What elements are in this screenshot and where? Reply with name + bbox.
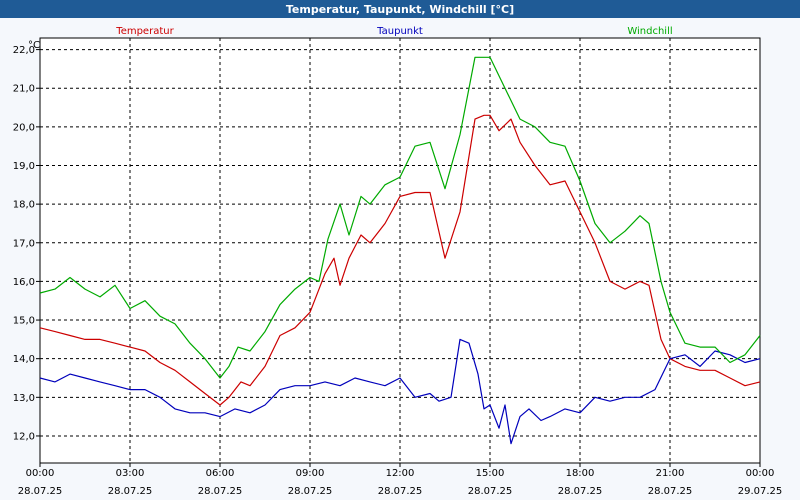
x-tick-time: 18:00 xyxy=(566,468,595,479)
y-tick-label: 20,0 xyxy=(13,122,35,133)
series-line-windchill xyxy=(39,56,761,379)
y-tick-label: 18,0 xyxy=(13,200,35,211)
x-tick-date: 28.07.25 xyxy=(108,486,153,497)
legend-temperatur: Temperatur xyxy=(115,26,174,37)
x-tick-date: 28.07.25 xyxy=(288,486,333,497)
x-tick-time: 12:00 xyxy=(386,468,415,479)
series-line-temperatur xyxy=(39,114,761,406)
y-tick-label: 15,0 xyxy=(13,316,35,327)
x-tick-date: 28.07.25 xyxy=(18,486,63,497)
x-tick-date: 28.07.25 xyxy=(198,486,243,497)
x-tick-time: 03:00 xyxy=(116,468,145,479)
x-tick-date: 28.07.25 xyxy=(558,486,603,497)
series-lines xyxy=(39,56,761,445)
x-tick-date: 28.07.25 xyxy=(468,486,513,497)
x-tick-time: 21:00 xyxy=(656,468,685,479)
y-tick-label: 21,0 xyxy=(13,84,35,95)
x-axis-ticks: 00:00 28.07.25 03:00 28.07.25 06:00 28.07.25 0… xyxy=(18,463,783,497)
y-tick-label: 12,0 xyxy=(13,431,35,442)
x-tick-date: 28.07.25 xyxy=(648,486,693,497)
series-line-taupunkt xyxy=(39,338,761,445)
y-tick-label: 13,0 xyxy=(13,393,35,404)
y-tick-label: 19,0 xyxy=(13,161,35,172)
y-tick-label: 16,0 xyxy=(13,277,35,288)
y-tick-label: 14,0 xyxy=(13,354,35,365)
window-title: Temperatur, Taupunkt, Windchill [°C] xyxy=(0,0,800,18)
x-tick-time: 15:00 xyxy=(476,468,505,479)
y-axis-unit: °C xyxy=(28,40,40,51)
x-tick-time: 00:00 xyxy=(746,468,775,479)
x-tick-time: 09:00 xyxy=(296,468,325,479)
y-tick-label: 22,0 xyxy=(13,45,35,56)
y-tick-label: 17,0 xyxy=(13,238,35,249)
x-tick-time: 06:00 xyxy=(206,468,235,479)
x-tick-time: 00:00 xyxy=(26,468,55,479)
x-tick-date: 28.07.25 xyxy=(378,486,423,497)
line-chart: 12,0 13,0 14,0 15,0 16,0 17,0 18,0 19,0 20,0 21,0… xyxy=(13,26,783,497)
x-tick-date: 29.07.25 xyxy=(738,486,783,497)
legend-windchill: Windchill xyxy=(627,26,672,37)
legend-taupunkt: Taupunkt xyxy=(376,26,423,37)
y-axis-ticks: 12,0 13,0 14,0 15,0 16,0 17,0 18,0 19,0 20,0 21,0… xyxy=(13,45,40,442)
